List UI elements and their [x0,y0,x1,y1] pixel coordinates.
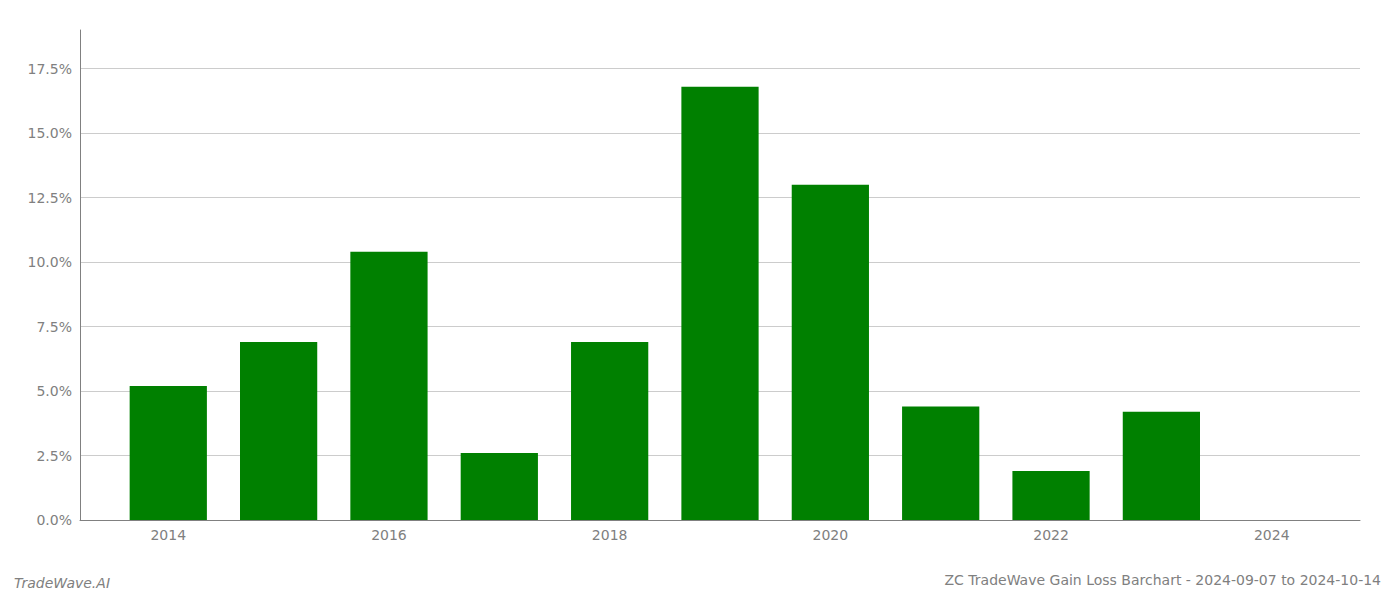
svg-text:2018: 2018 [592,527,628,543]
svg-text:5.0%: 5.0% [36,383,72,399]
svg-text:15.0%: 15.0% [28,125,72,141]
svg-text:2014: 2014 [150,527,186,543]
svg-text:17.5%: 17.5% [28,61,72,77]
svg-text:TradeWave.AI: TradeWave.AI [14,575,110,591]
svg-text:2022: 2022 [1033,527,1069,543]
svg-text:ZC TradeWave Gain Loss Barchar: ZC TradeWave Gain Loss Barchart - 2024-0… [945,572,1382,588]
svg-text:2016: 2016 [371,527,407,543]
svg-text:2.5%: 2.5% [36,448,72,464]
svg-text:2024: 2024 [1254,527,1290,543]
svg-text:0.0%: 0.0% [36,512,72,528]
svg-text:10.0%: 10.0% [28,254,72,270]
svg-text:7.5%: 7.5% [36,319,72,335]
svg-text:12.5%: 12.5% [28,190,72,206]
svg-text:2020: 2020 [813,527,849,543]
